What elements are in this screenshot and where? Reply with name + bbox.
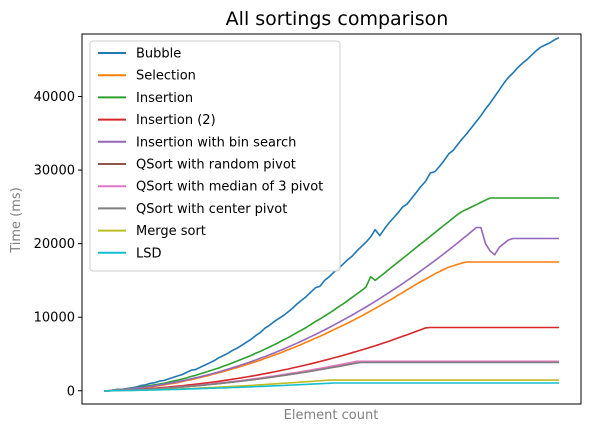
legend-box bbox=[90, 41, 340, 271]
y-tick-label: 40000 bbox=[34, 90, 75, 105]
legend-label-5: QSort with random pivot bbox=[136, 158, 296, 173]
legend-label-4: Insertion with bin search bbox=[136, 135, 296, 150]
legend-label-6: QSort with median of 3 pivot bbox=[136, 180, 323, 195]
legend-label-2: Insertion bbox=[136, 91, 193, 106]
legend-label-8: Merge sort bbox=[136, 224, 206, 239]
legend-label-9: LSD bbox=[136, 246, 162, 261]
y-tick-label: 10000 bbox=[34, 311, 75, 326]
y-tick-label: 20000 bbox=[34, 237, 75, 252]
legend-label-1: Selection bbox=[136, 69, 196, 84]
legend: Bubble Selection Insertion Insertion (2) Ins… bbox=[90, 41, 340, 271]
chart-title: All sortings comparison bbox=[226, 8, 449, 30]
legend-label-0: Bubble bbox=[136, 47, 181, 62]
legend-label-3: Insertion (2) bbox=[136, 113, 216, 128]
y-tick-label: 30000 bbox=[34, 164, 75, 179]
x-axis-label: Element count bbox=[284, 408, 379, 423]
y-axis-label: Time (ms) bbox=[9, 187, 24, 254]
legend-label-7: QSort with center pivot bbox=[136, 202, 287, 217]
y-tick-label: 0 bbox=[67, 384, 75, 399]
